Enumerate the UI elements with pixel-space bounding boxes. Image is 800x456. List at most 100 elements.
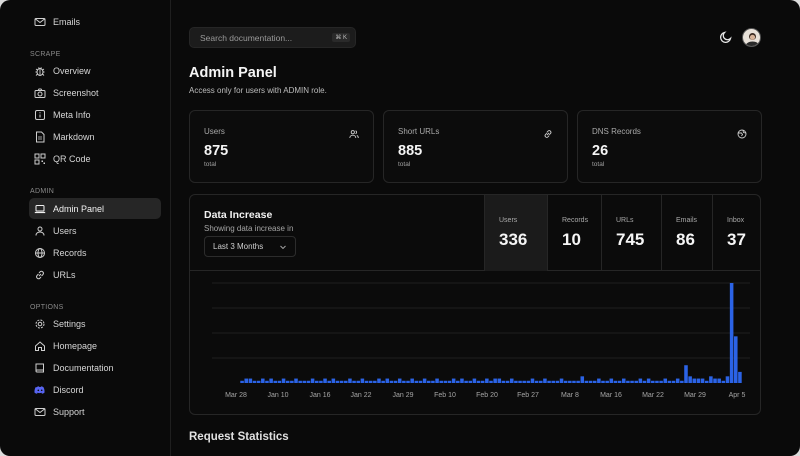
sidebar-item-label: Markdown bbox=[53, 131, 95, 142]
chart-bar bbox=[422, 378, 427, 383]
chart-bar bbox=[680, 380, 684, 383]
chart-bar bbox=[563, 380, 568, 383]
chart-bar bbox=[451, 378, 456, 383]
chart-bar bbox=[667, 380, 672, 383]
chart-tick-label: Mar 16 bbox=[600, 392, 622, 399]
chart-bar bbox=[256, 380, 261, 383]
range-select[interactable]: Last 3 Months bbox=[204, 236, 296, 257]
chart-bar bbox=[418, 380, 423, 383]
chart-bar bbox=[360, 378, 365, 383]
chart-bar bbox=[688, 376, 692, 383]
globe-icon bbox=[737, 126, 747, 139]
chart-bar bbox=[530, 378, 535, 383]
chart-bar bbox=[410, 378, 414, 383]
shortcut-badge: ⌘ K bbox=[332, 33, 350, 42]
card-value: 26 bbox=[592, 143, 609, 159]
chevron-down-icon bbox=[279, 243, 287, 251]
sidebar-item-meta-info[interactable]: Meta Info bbox=[29, 104, 161, 125]
stat-inbox[interactable]: Inbox 37 bbox=[712, 195, 760, 271]
chart-bar bbox=[310, 378, 315, 383]
chart-bar bbox=[327, 380, 331, 383]
sidebar-item-label: QR Code bbox=[53, 153, 91, 164]
chart-bar bbox=[696, 378, 701, 383]
stat-urls[interactable]: URLs 745 bbox=[601, 195, 661, 271]
chart-bar bbox=[489, 380, 493, 383]
chart-bar bbox=[646, 378, 651, 383]
chart-bar bbox=[368, 380, 373, 383]
chart-tick-label: Jan 29 bbox=[392, 392, 413, 399]
sidebar-item-label: Homepage bbox=[53, 340, 98, 351]
chart-bar bbox=[364, 380, 369, 383]
chart-tick-label: Jan 16 bbox=[309, 392, 330, 399]
chart-bar bbox=[314, 380, 319, 383]
sidebar-item-qr-code[interactable]: QR Code bbox=[29, 148, 161, 169]
chart-bar bbox=[402, 380, 406, 383]
gear-icon bbox=[34, 318, 46, 330]
sidebar-item-overview[interactable]: Overview bbox=[29, 60, 161, 81]
sidebar-item-homepage[interactable]: Homepage bbox=[29, 335, 161, 356]
chart-bar bbox=[592, 380, 597, 383]
panel-title: Data Increase bbox=[204, 209, 273, 221]
page-subtitle: Access only for users with ADMIN role. bbox=[189, 86, 327, 95]
sidebar-item-screenshot[interactable]: Screenshot bbox=[29, 82, 161, 103]
sidebar-item-markdown[interactable]: Markdown bbox=[29, 126, 161, 147]
stat-label: URLs bbox=[616, 217, 634, 224]
avatar[interactable] bbox=[742, 28, 761, 47]
sidebar-item-discord[interactable]: Discord bbox=[29, 379, 161, 400]
laptop-icon bbox=[34, 203, 46, 215]
sidebar-item-support[interactable]: Support bbox=[29, 401, 161, 422]
chart-bar bbox=[514, 380, 518, 383]
chart-bar bbox=[526, 380, 531, 383]
chart-tick-label: Apr 5 bbox=[729, 392, 746, 399]
chart-bar bbox=[306, 380, 311, 383]
chart-bar bbox=[576, 380, 580, 383]
card-value: 885 bbox=[398, 143, 423, 159]
chart-bar bbox=[534, 380, 539, 383]
card-users: Users 875 total bbox=[189, 110, 374, 183]
chart-bar bbox=[659, 380, 663, 383]
sidebar-item-admin-panel[interactable]: Admin Panel bbox=[29, 198, 161, 219]
chart-bar bbox=[335, 380, 340, 383]
chart-bar bbox=[609, 378, 614, 383]
section-label-scrape: SCRAPE bbox=[30, 51, 61, 58]
chart-bar bbox=[738, 371, 742, 383]
sidebar-item-users[interactable]: Users bbox=[29, 220, 161, 241]
stat-label: Users bbox=[499, 217, 518, 224]
stat-label: Emails bbox=[676, 217, 698, 224]
sidebar-item-settings[interactable]: Settings bbox=[29, 313, 161, 334]
stat-records[interactable]: Records 10 bbox=[547, 195, 601, 271]
chart-tick-label: Mar 22 bbox=[642, 392, 664, 399]
chart-bar bbox=[348, 378, 352, 383]
chart-bar bbox=[269, 378, 273, 383]
sidebar-item-urls[interactable]: URLs bbox=[29, 264, 161, 285]
discord-icon bbox=[34, 384, 46, 396]
sidebar-item-label: Discord bbox=[53, 384, 84, 395]
sidebar-item-label: Admin Panel bbox=[53, 203, 105, 214]
chart-bar bbox=[377, 378, 381, 383]
request-statistics-title: Request Statistics bbox=[189, 431, 289, 443]
chart-bar bbox=[522, 380, 526, 383]
sidebar-item-emails[interactable]: Emails bbox=[29, 11, 161, 32]
chart-bar bbox=[684, 365, 688, 383]
stat-emails[interactable]: Emails 86 bbox=[661, 195, 712, 271]
stat-value: 745 bbox=[616, 230, 645, 249]
chart-tick-label: Jan 10 bbox=[267, 392, 288, 399]
sidebar-item-label: Overview bbox=[53, 65, 91, 76]
home-icon bbox=[34, 340, 46, 352]
chart-bar bbox=[497, 378, 502, 383]
search-input[interactable]: Search documentation... ⌘ K bbox=[189, 27, 356, 48]
moon-icon[interactable] bbox=[719, 30, 733, 44]
chart-bar bbox=[700, 378, 705, 383]
stat-value: 37 bbox=[727, 230, 746, 249]
sidebar-item-label: Users bbox=[53, 225, 77, 236]
range-select-value: Last 3 Months bbox=[213, 242, 264, 251]
stat-users[interactable]: Users 336 bbox=[484, 195, 547, 271]
chart-bar bbox=[655, 380, 659, 383]
sidebar-item-records[interactable]: Records bbox=[29, 242, 161, 263]
chart-bar bbox=[294, 378, 298, 383]
chart-bar bbox=[406, 380, 410, 383]
mail-icon bbox=[34, 16, 46, 28]
chart-bar bbox=[261, 378, 265, 383]
sidebar-item-documentation[interactable]: Documentation bbox=[29, 357, 161, 378]
chart-bar bbox=[572, 380, 576, 383]
